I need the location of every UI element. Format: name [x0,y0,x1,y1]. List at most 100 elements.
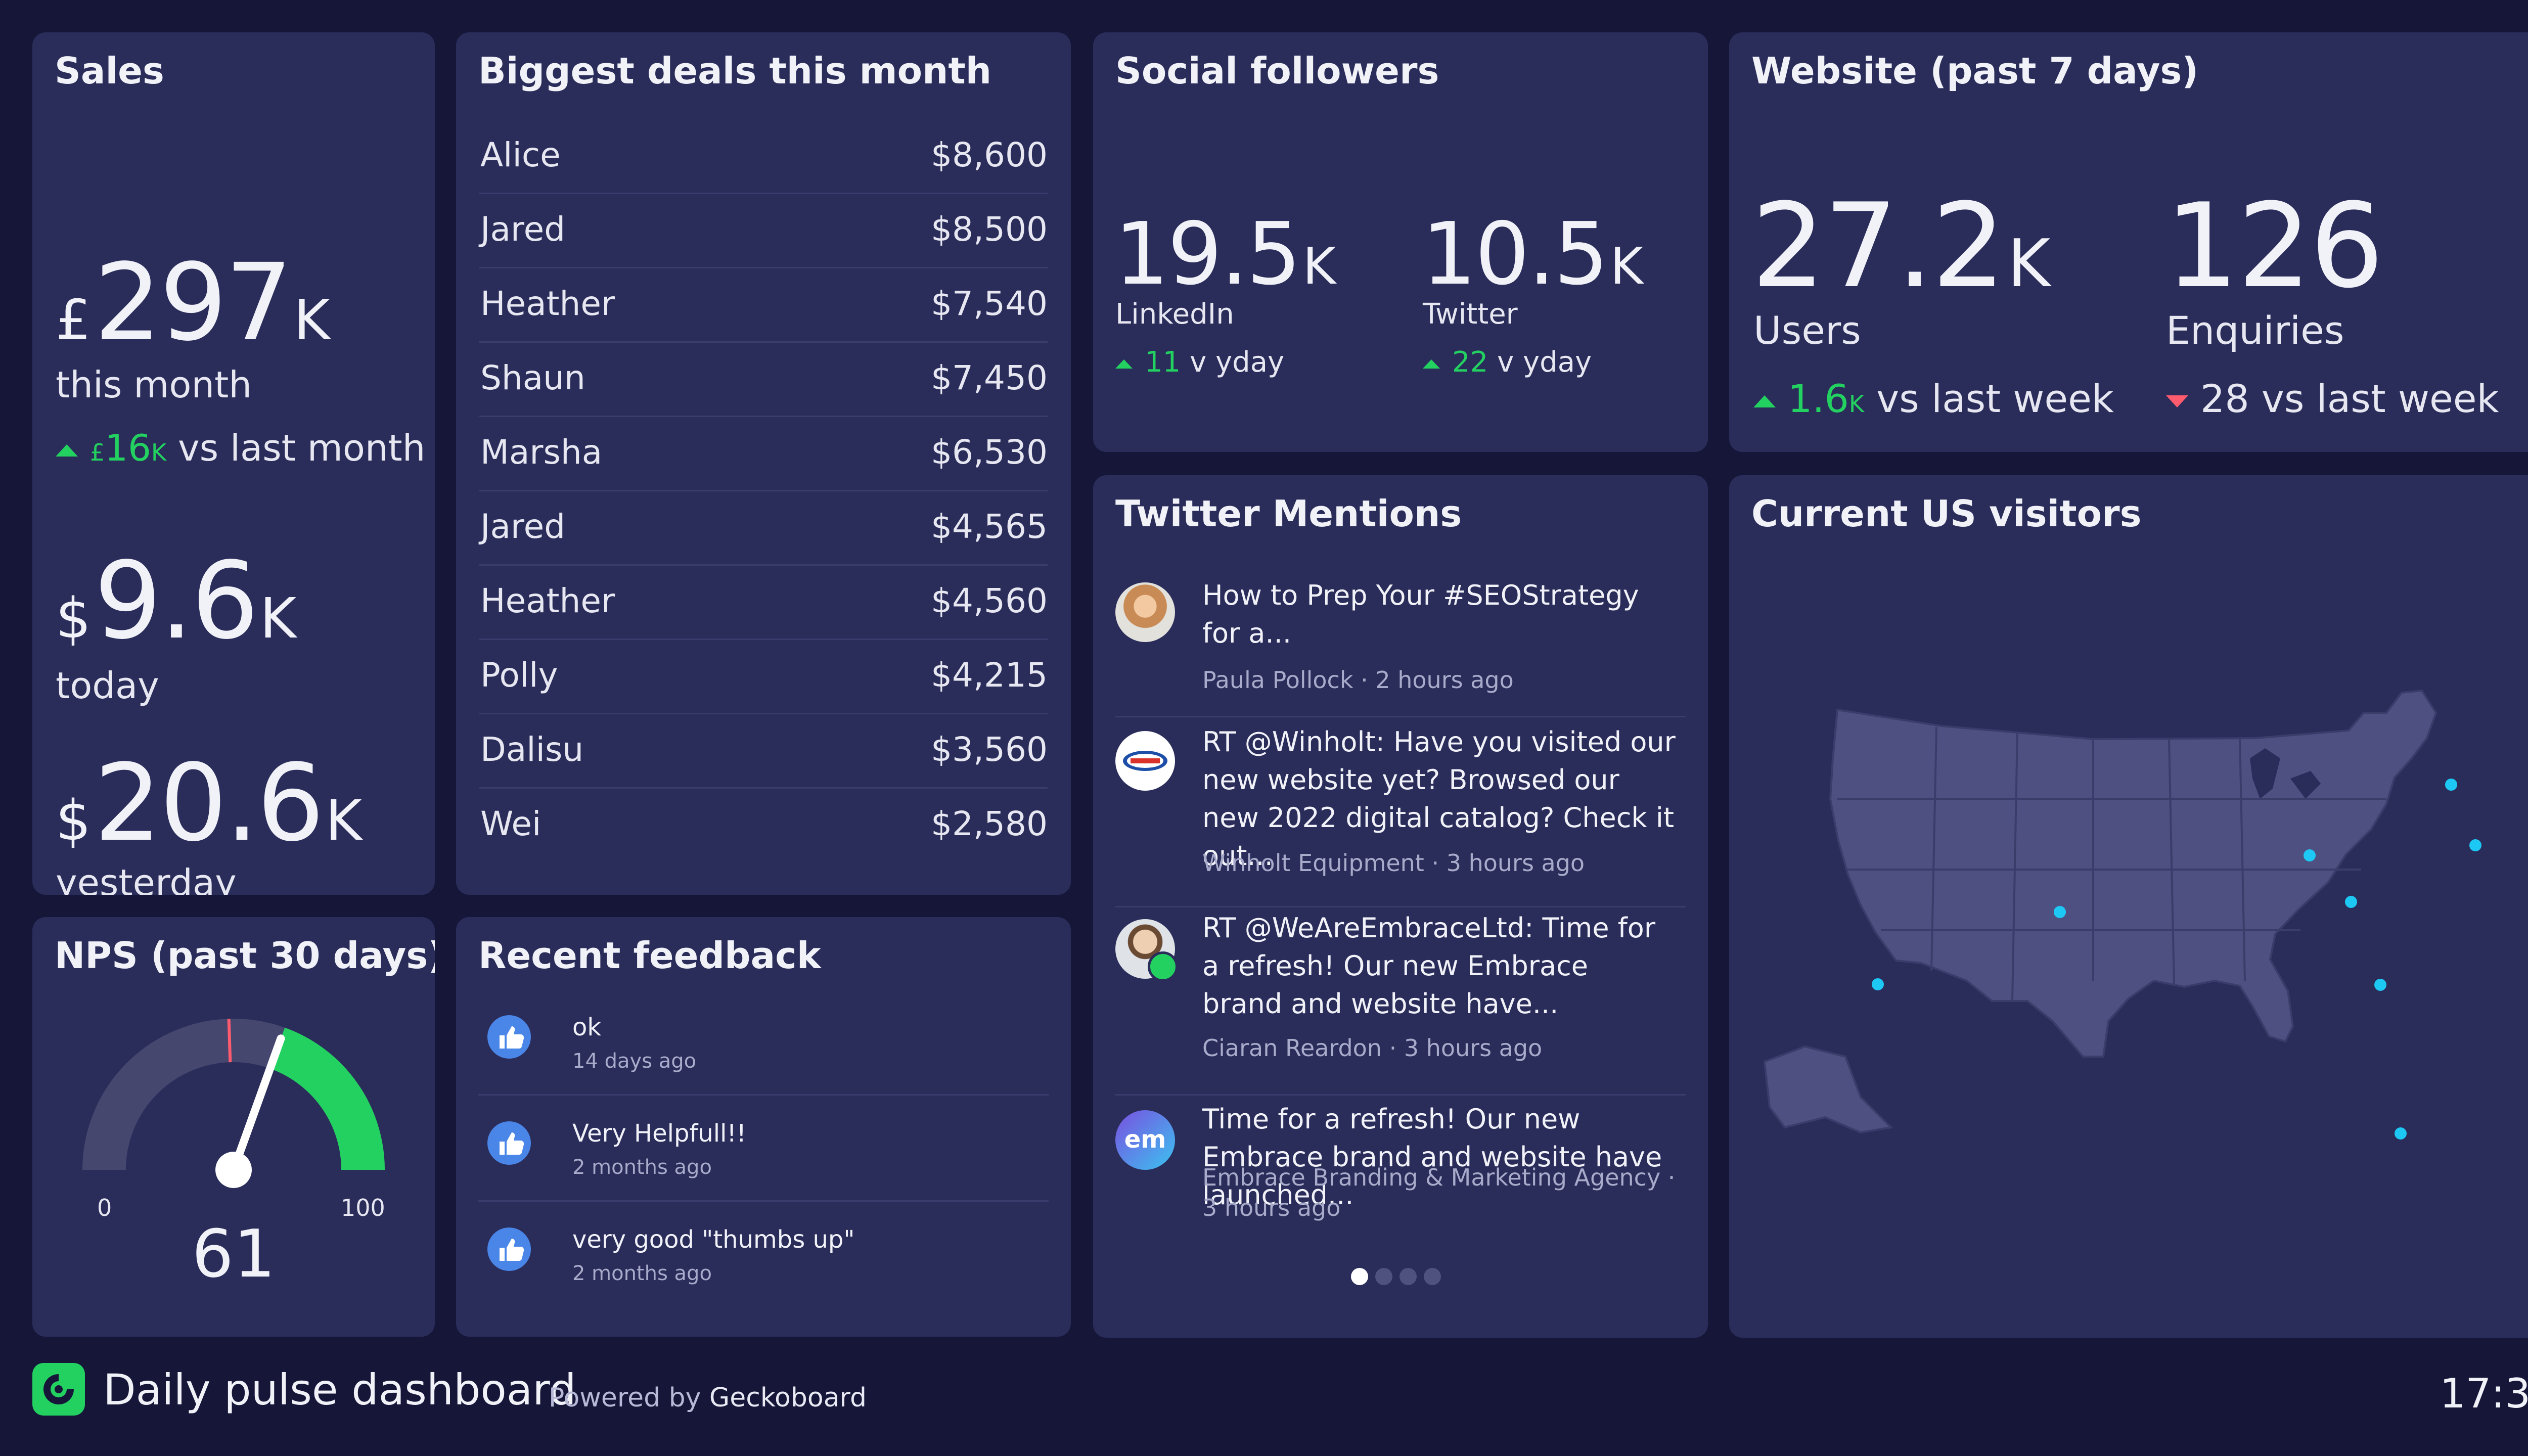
photo-avatar-icon [1115,582,1175,642]
visitor-dot [2469,839,2481,851]
social-panel: Social followers 19.5K LinkedIn 11 v yda… [1093,32,1708,452]
sales-month-label: this month [56,363,252,406]
deal-row: Polly $4,215 [479,639,1048,714]
feedback-time: 2 months ago [572,1156,712,1179]
tweet-text: RT @WeAreEmbraceLtd: Time for a refresh!… [1202,912,1656,1020]
tweet-meta: Paula Pollock · 2 hours ago [1202,666,1514,694]
social-title: Social followers [1115,50,1439,92]
tweet-text: RT @Winholt: Have you visited our new we… [1202,726,1676,872]
tweet-item[interactable]: RT @WeAreEmbraceLtd: Time for a refresh!… [1115,912,1686,1096]
nps-panel: NPS (past 30 days) 0 100 61 [32,917,435,1337]
feedback-text: ok [572,1013,602,1041]
us-mainland-shape [1829,689,2437,1058]
sales-month-delta: £16K vs last month [56,427,425,469]
twitter-mentions-panel: Twitter Mentions How to Prep Your #SEOSt… [1093,475,1708,1338]
visitor-dot [2345,896,2357,908]
winholt-logo-icon [1115,731,1175,791]
deal-row: Alice $8,600 [479,118,1048,194]
tweet-meta: Embrace Branding & Marketing Agency · [1202,1164,1676,1191]
sales-yesterday-label: yesterday [56,861,237,895]
us-visitors-title: Current US visitors [1751,492,2142,535]
twitter-label: Twitter [1423,298,1518,331]
feedback-text: Very Helpfull!! [572,1119,746,1148]
sales-month-value: £297K [56,241,330,365]
gauge-needle [230,1034,285,1174]
deal-row: Marsha $6,530 [479,416,1048,491]
sales-panel: Sales £297K this month £16K vs last mont… [32,32,435,895]
website-panel: Website (past 7 days) 27.2K Users 1.6K v… [1729,32,2528,452]
deals-title: Biggest deals this month [478,50,992,92]
feedback-item: very good "thumbs up" 2 months ago [478,1200,1049,1306]
nps-value: 61 [192,1215,276,1292]
gauge-fill [269,1027,385,1170]
linkedin-label: LinkedIn [1115,298,1234,331]
us-map [1763,689,2481,1140]
pager-dot[interactable] [1375,1268,1392,1285]
pager-dot[interactable] [1400,1268,1417,1285]
deal-row: Shaun $7,450 [479,341,1048,417]
pager-dot-active[interactable] [1351,1268,1368,1285]
feedback-time: 14 days ago [572,1050,697,1073]
visitor-dot [2374,979,2386,991]
tweet-item[interactable]: em Time for a refresh! Our new Embrace b… [1115,1103,1686,1255]
tweet-item[interactable]: How to Prep Your #SEOStrategy for a... P… [1115,576,1686,717]
us-visitors-panel: Current US visitors [1729,475,2528,1338]
clock: 17:32 [2440,1370,2528,1417]
linkedin-followers-value: 19.5K [1114,204,1336,304]
tweet-meta: Ciaran Reardon · 3 hours ago [1202,1034,1543,1062]
powered-by[interactable]: Powered by Geckoboard [549,1383,867,1413]
feedback-time: 2 months ago [572,1262,712,1285]
users-delta: 1.6K vs last week [1753,376,2114,421]
feedback-title: Recent feedback [478,934,821,977]
gauge-pivot [215,1152,252,1188]
linkedin-delta: 11 v yday [1115,346,1284,379]
visitor-dot [2445,779,2457,791]
deal-row: Dalisu $3,560 [479,713,1048,789]
tweet-item[interactable]: RT @Winholt: Have you visited our new we… [1115,726,1686,907]
deal-row: Wei $2,580 [480,804,1048,843]
enquiries-value: 126 [2165,179,2384,314]
deal-row: Heather $4,560 [479,564,1048,640]
down-arrow-icon [2166,395,2188,407]
deals-panel: Biggest deals this month Alice $8,600 Jar… [456,32,1071,895]
thumbs-up-icon [487,1015,531,1059]
users-label: Users [1753,308,1861,353]
dashboard-title: Daily pulse dashboard [103,1365,576,1415]
sales-today-label: today [56,664,159,707]
tweet-meta: 3 hours ago [1202,1194,1341,1221]
feedback-item: Very Helpfull!! 2 months ago [478,1094,1049,1202]
users-value: 27.2K [1751,179,2051,314]
sales-title: Sales [55,50,164,92]
retweet-icon [1148,951,1178,982]
nps-max-label: 100 [341,1194,385,1221]
deal-row: Jared $4,565 [479,490,1048,566]
up-arrow-icon [1753,395,1776,407]
gauge-previous-marker [227,1019,232,1063]
nps-min-label: 0 [97,1194,112,1221]
twitter-mentions-title: Twitter Mentions [1115,492,1462,535]
thumbs-up-icon [487,1227,531,1271]
enquiries-label: Enquiries [2166,308,2344,353]
sales-today-value: $9.6K [56,539,297,663]
enquiries-delta: 28 vs last week [2166,376,2499,421]
geckoboard-logo-icon [32,1363,85,1416]
up-arrow-icon [1115,359,1133,369]
pager-dot[interactable] [1424,1268,1441,1285]
feedback-panel: Recent feedback ok 14 days ago Very Help… [456,917,1071,1337]
website-title: Website (past 7 days) [1751,50,2199,92]
visitor-dot [2304,849,2316,861]
feedback-text: very good "thumbs up" [572,1225,855,1254]
deal-row: Jared $8,500 [479,193,1048,268]
tweet-text: Time for a refresh! Our new Embrace bran… [1202,1103,1662,1211]
alaska-shape [1763,1045,1893,1134]
tweet-text: How to Prep Your #SEOStrategy for a... [1202,579,1639,649]
up-arrow-icon [56,444,78,457]
nps-title: NPS (past 30 days) [55,934,435,977]
twitter-followers-value: 10.5K [1422,204,1644,304]
visitor-dot [2054,906,2066,918]
up-arrow-icon [1423,359,1440,369]
twitter-delta: 22 v yday [1423,346,1592,379]
retweet-avatar-icon [1115,919,1178,982]
nps-gauge [82,1019,385,1188]
tweet-meta: Winholt Equipment · 3 hours ago [1202,849,1585,877]
